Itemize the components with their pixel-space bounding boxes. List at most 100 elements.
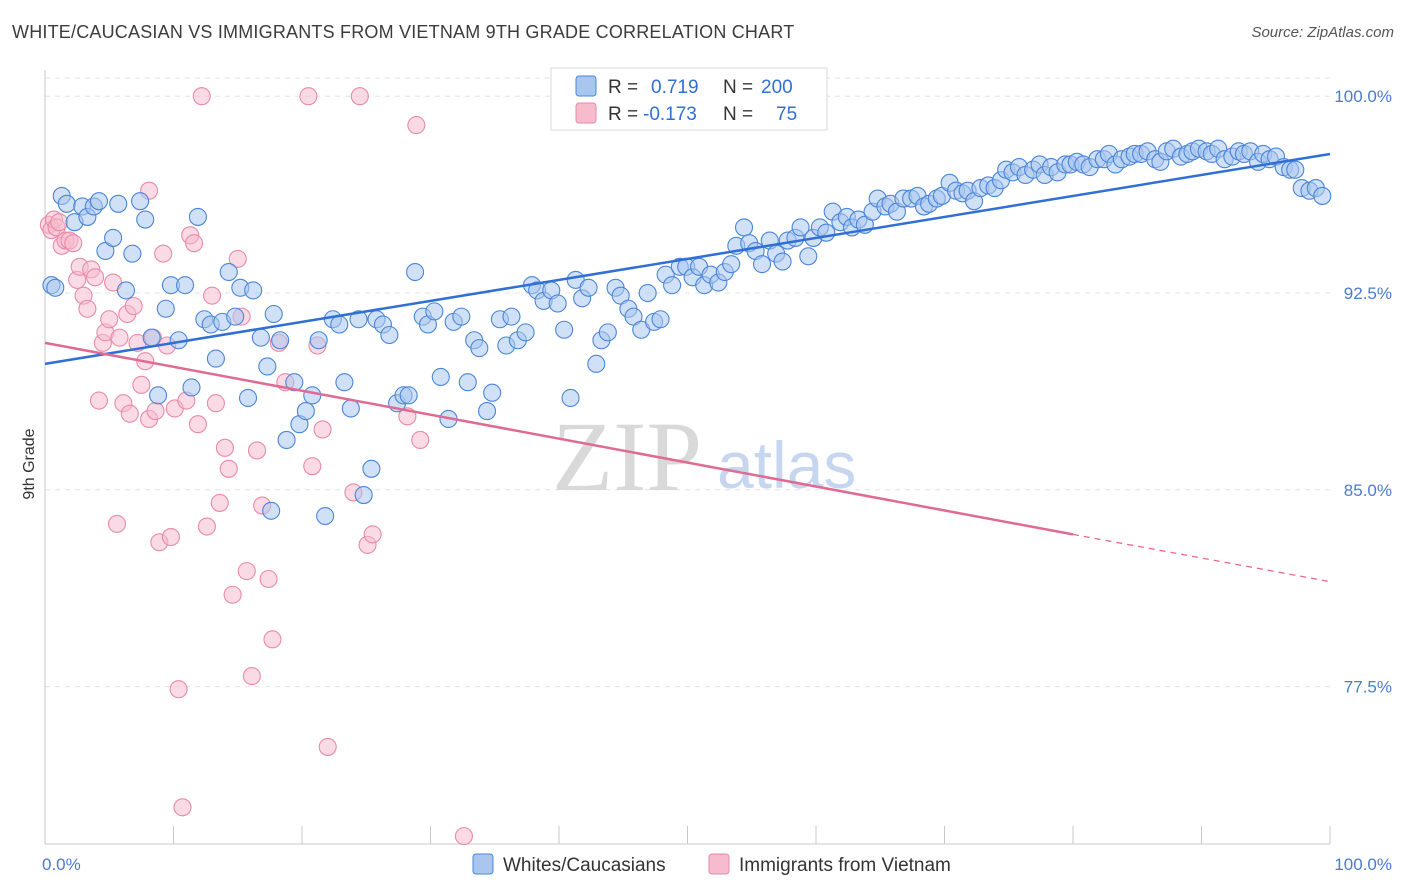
vietnam-point-33 (154, 244, 173, 263)
vietnam-point-57 (259, 569, 278, 589)
axes (44, 70, 1331, 845)
legend-n-value-1: 200 (761, 77, 793, 98)
whites-point-69 (483, 383, 502, 402)
bottom-legend-label-whites: Whites/Caucasians (503, 855, 666, 876)
whites-point-34 (258, 357, 277, 376)
vietnam-point-72 (411, 430, 430, 449)
y-tick-label-1: 85.0% (1344, 481, 1392, 500)
whites-point-46 (335, 373, 354, 392)
vietnam-point-20 (107, 514, 127, 533)
legend-r-value-2: -0.173 (643, 104, 697, 125)
whites-point-36 (271, 331, 290, 350)
whites-point-80 (555, 320, 574, 339)
whites-point-57 (406, 262, 425, 282)
whites-point-23 (188, 207, 207, 226)
bottom-legend-swatch-whites (472, 853, 494, 875)
legend-swatch-vietnam (575, 102, 597, 124)
whites-point-118 (799, 247, 818, 266)
vietnam-point-38 (173, 798, 192, 817)
whites-point-114 (773, 252, 792, 271)
vietnam-point-71 (407, 116, 426, 135)
chart-source: Source: ZipAtlas.com (1251, 24, 1394, 41)
whites-point-117 (791, 218, 810, 237)
whites-point-74 (516, 323, 535, 342)
legend-r-label-2: R = (608, 104, 638, 125)
whites-point-79 (548, 294, 567, 313)
whites-point-38 (285, 373, 304, 392)
whites-point-50 (362, 459, 381, 478)
whites-point-45 (330, 315, 349, 334)
whites-point-48 (349, 310, 368, 329)
whites-point-41 (303, 386, 322, 405)
vietnam-point-12 (78, 299, 97, 318)
whites-point-3 (57, 194, 76, 213)
vietnam-point-31 (146, 402, 165, 421)
whites-point-194 (1286, 160, 1305, 179)
vietnam-point-50 (223, 585, 242, 604)
whites-point-81 (561, 388, 580, 408)
x-tick-label-0: 0.0% (42, 855, 81, 874)
legend: R = 0.719 N = 200 R = -0.173 N = 75 (550, 67, 828, 131)
whites-point-72 (502, 307, 521, 326)
whites-point-121 (817, 223, 836, 242)
vietnam-point-47 (210, 493, 229, 512)
legend-r-value-1: 0.719 (651, 77, 699, 98)
bottom-legend-swatch-vietnam (708, 853, 730, 875)
vietnam-point-18 (100, 310, 119, 329)
vietnam-point-24 (120, 404, 139, 423)
vietnam-point-58 (263, 630, 282, 649)
vietnam-point-46 (206, 394, 225, 413)
whites-point-60 (425, 302, 444, 321)
watermark-zip: ZIP (552, 401, 702, 512)
vietnam-point-51 (228, 249, 247, 268)
whites-trend-line (44, 152, 1331, 366)
vietnam-point-62 (303, 457, 322, 476)
whites-point-56 (399, 386, 418, 405)
vietnam-point-41 (185, 234, 204, 253)
legend-r-label-1: R = (608, 77, 638, 98)
vietnam-point-67 (350, 87, 369, 106)
vietnam-point-64 (313, 420, 332, 439)
y-tick-label-3: 100.0% (1334, 87, 1392, 106)
whites-point-68 (477, 402, 497, 421)
whites-point-49 (354, 485, 373, 505)
vietnam-point-55 (247, 441, 267, 460)
whites-point-64 (452, 307, 471, 326)
vietnam-point-73 (454, 827, 473, 846)
chart-title: WHITE/CAUCASIAN VS IMMIGRANTS FROM VIETN… (12, 22, 795, 42)
whites-point-15 (136, 210, 155, 229)
whites-point-13 (123, 244, 142, 263)
vietnam-point-44 (197, 517, 216, 536)
whites-point-8 (89, 192, 109, 211)
whites-point-199 (262, 501, 281, 520)
whites-point-53 (380, 325, 399, 345)
watermark: ZIP atlas (552, 401, 856, 512)
whites-point-95 (651, 310, 670, 329)
whites-point-35 (264, 304, 283, 324)
vietnam-point-54 (242, 667, 261, 686)
whites-point-40 (296, 402, 315, 421)
whites-point-11 (109, 194, 128, 213)
whites-point-198 (1313, 186, 1332, 205)
tick-labels: 77.5% 85.0% 92.5% 100.0% 0.0% 100.0% (42, 87, 1392, 874)
whites-point-106 (722, 255, 741, 274)
vietnam-point-45 (203, 286, 222, 305)
whites-point-18 (156, 299, 175, 318)
vietnam-point-8 (64, 234, 83, 253)
whites-point-67 (470, 339, 489, 358)
legend-n-label-1: N = (723, 77, 753, 98)
whites-point-10 (104, 228, 123, 247)
x-tick-label-1: 100.0% (1334, 855, 1392, 874)
vietnam-point-35 (161, 527, 180, 547)
y-tick-label-0: 77.5% (1344, 678, 1392, 697)
legend-swatch-whites (575, 75, 597, 97)
vietnam-point-37 (169, 680, 188, 699)
vietnam-point-61 (299, 87, 318, 106)
whites-point-37 (277, 430, 296, 449)
vietnam-point-25 (124, 297, 143, 316)
vietnam-point-49 (219, 459, 238, 478)
whites-point-22 (182, 378, 201, 397)
whites-point-84 (579, 278, 598, 297)
whites-point-111 (752, 255, 772, 274)
vietnam-point-15 (89, 391, 109, 410)
